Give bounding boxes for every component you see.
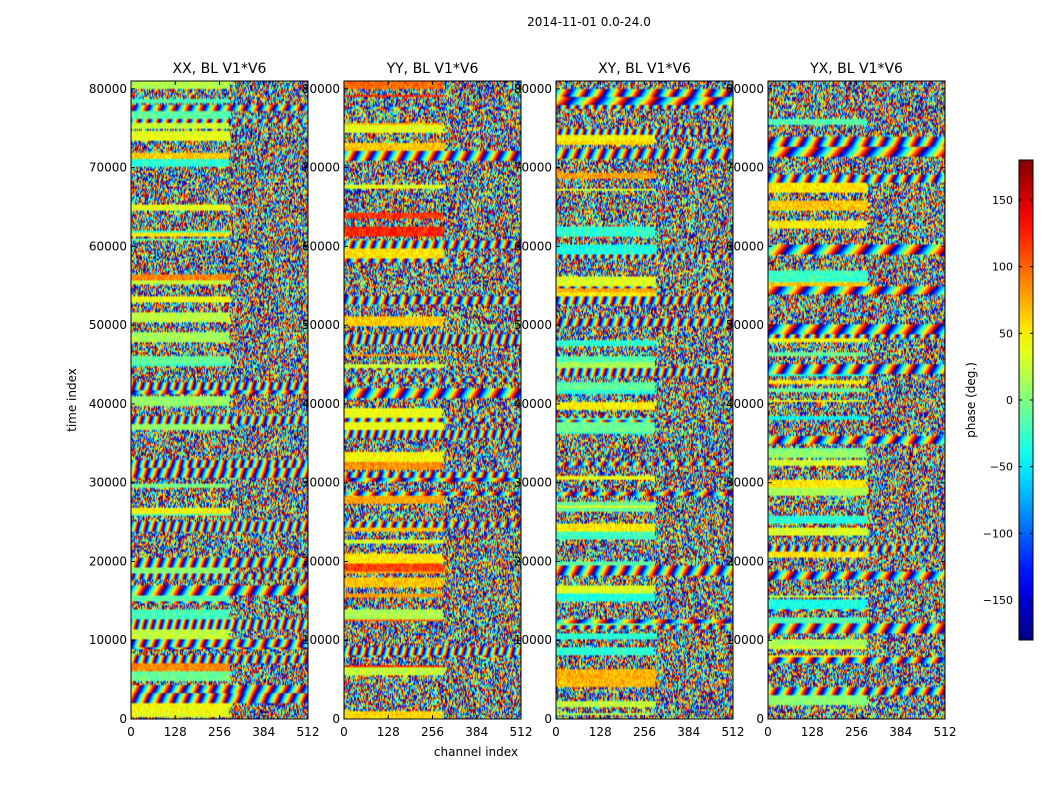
y-tick-label-yx-60000: 60000: [726, 239, 764, 253]
panels-group: XX, BL V1*V6 0 128 256 384 512 0 10000 20000 3000…: [89, 61, 957, 739]
y-tick-label-yy-60000: 60000: [302, 239, 340, 253]
y-tick-label-xx-60000: 60000: [89, 239, 127, 253]
figure-title: 2014-11-01 0.0-24.0: [527, 15, 651, 29]
y-tick-label-yy-50000: 50000: [302, 318, 340, 332]
y-tick-label-yx-70000: 70000: [726, 161, 764, 175]
y-tick-label-xy-40000: 40000: [514, 397, 552, 411]
y-tick-label-xx-10000: 10000: [89, 633, 127, 647]
y-tick-label-xy-80000: 80000: [514, 82, 552, 96]
x-tick-label-xx-128: 128: [164, 725, 187, 739]
colorbar-tick-label-50: 50: [999, 327, 1013, 340]
y-tick-label-yx-10000: 10000: [726, 633, 764, 647]
x-tick-label-xy-0: 0: [552, 725, 560, 739]
y-tick-label-yy-80000: 80000: [302, 82, 340, 96]
x-axis-label: channel index: [434, 745, 518, 759]
y-tick-label-yy-10000: 10000: [302, 633, 340, 647]
y-tick-label-yx-80000: 80000: [726, 82, 764, 96]
x-tick-label-xy-256: 256: [633, 725, 656, 739]
y-tick-label-xy-30000: 30000: [514, 476, 552, 490]
x-tick-label-yy-256: 256: [421, 725, 444, 739]
panel-title-xy: XY, BL V1*V6: [598, 61, 691, 77]
y-tick-label-yy-70000: 70000: [302, 161, 340, 175]
x-tick-label-xy-384: 384: [677, 725, 700, 739]
phase-heatmap-yy: [344, 81, 521, 719]
phase-heatmap-yx: [768, 81, 945, 719]
colorbar-label: phase (deg.): [964, 362, 978, 438]
y-tick-label-yx-40000: 40000: [726, 397, 764, 411]
x-tick-label-xx-512: 512: [297, 725, 320, 739]
phase-heatmap-xx: [131, 81, 308, 719]
y-tick-label-yx-20000: 20000: [726, 554, 764, 568]
y-tick-label-xx-50000: 50000: [89, 318, 127, 332]
y-tick-label-xx-70000: 70000: [89, 161, 127, 175]
x-tick-label-xx-0: 0: [127, 725, 135, 739]
y-tick-label-xy-0: 0: [544, 712, 552, 726]
y-tick-label-yy-30000: 30000: [302, 476, 340, 490]
panel-xy: XY, BL V1*V6 0 128 256 384 512 0 10000 20000 3000…: [514, 61, 745, 739]
y-tick-label-xx-30000: 30000: [89, 476, 127, 490]
x-tick-label-yy-512: 512: [510, 725, 533, 739]
y-axis-label: time index: [65, 368, 79, 432]
panel-title-xx: XX, BL V1*V6: [173, 61, 267, 77]
x-tick-label-xy-512: 512: [722, 725, 745, 739]
y-tick-label-xy-10000: 10000: [514, 633, 552, 647]
colorbar-tick-label--100: −100: [983, 527, 1013, 540]
y-tick-label-xx-40000: 40000: [89, 397, 127, 411]
x-tick-label-yy-128: 128: [377, 725, 400, 739]
x-tick-label-yy-0: 0: [340, 725, 348, 739]
x-tick-label-yx-512: 512: [934, 725, 957, 739]
panel-title-yy: YY, BL V1*V6: [386, 61, 479, 77]
colorbar: 150 100 50 0 −50 −100 −150: [983, 159, 1034, 641]
panel-title-yx: YX, BL V1*V6: [809, 61, 903, 77]
panel-xx: XX, BL V1*V6 0 128 256 384 512 0 10000 20000 3000…: [89, 61, 320, 739]
panel-yx: YX, BL V1*V6 0 128 256 384 512 0 10000 20000 3000…: [726, 61, 957, 739]
y-tick-label-yy-0: 0: [332, 712, 340, 726]
x-tick-label-xx-384: 384: [252, 725, 275, 739]
x-tick-label-yx-384: 384: [889, 725, 912, 739]
x-tick-label-xx-256: 256: [208, 725, 231, 739]
y-tick-label-xx-20000: 20000: [89, 554, 127, 568]
panel-yy: YY, BL V1*V6 0 128 256 384 512 0 10000 20000 3000…: [302, 61, 533, 739]
colorbar-tick-label--150: −150: [983, 594, 1013, 607]
y-tick-label-xx-80000: 80000: [89, 82, 127, 96]
phase-heatmap-xy: [556, 81, 733, 719]
x-tick-label-yx-128: 128: [801, 725, 824, 739]
colorbar-tick-label-0: 0: [1006, 394, 1013, 407]
x-tick-label-yy-384: 384: [465, 725, 488, 739]
y-tick-label-xx-0: 0: [119, 712, 127, 726]
y-tick-label-yx-30000: 30000: [726, 476, 764, 490]
x-tick-label-yx-256: 256: [845, 725, 868, 739]
y-tick-label-xy-70000: 70000: [514, 161, 552, 175]
y-tick-label-xy-20000: 20000: [514, 554, 552, 568]
y-tick-label-xy-60000: 60000: [514, 239, 552, 253]
y-tick-label-yy-20000: 20000: [302, 554, 340, 568]
colorbar-tick-label-150: 150: [992, 194, 1013, 207]
y-tick-label-yy-40000: 40000: [302, 397, 340, 411]
y-tick-label-yx-50000: 50000: [726, 318, 764, 332]
colorbar-tick-label--50: −50: [990, 461, 1013, 474]
y-tick-label-xy-50000: 50000: [514, 318, 552, 332]
y-tick-label-yx-0: 0: [756, 712, 764, 726]
x-tick-label-xy-128: 128: [589, 725, 612, 739]
colorbar-tick-label-100: 100: [992, 261, 1013, 274]
x-tick-label-yx-0: 0: [764, 725, 772, 739]
